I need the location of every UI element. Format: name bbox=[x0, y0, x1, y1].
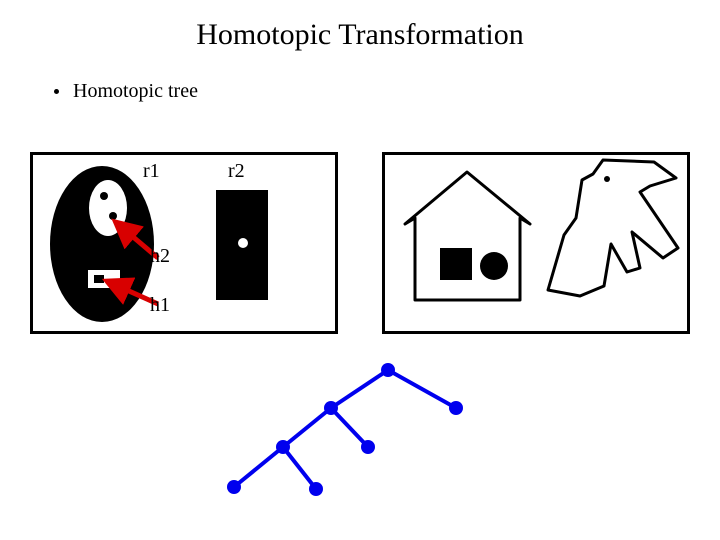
tree-edge-icon bbox=[331, 408, 368, 447]
tall-rect-dot-icon bbox=[238, 238, 248, 248]
tree-node-icon bbox=[324, 401, 338, 415]
tree-edge-icon bbox=[331, 370, 388, 408]
tree-edge-icon bbox=[234, 447, 283, 487]
house-outline-icon bbox=[405, 172, 530, 300]
label-r1: r1 bbox=[143, 160, 160, 183]
tree-edge-icon bbox=[283, 447, 316, 489]
inner-dot-1-icon bbox=[100, 192, 108, 200]
homotopic-tree bbox=[227, 363, 463, 496]
tree-node-icon bbox=[227, 480, 241, 494]
bird-eye-icon bbox=[604, 176, 610, 182]
label-r2: r2 bbox=[228, 160, 245, 183]
label-h2: h2 bbox=[150, 245, 170, 268]
tree-node-icon bbox=[276, 440, 290, 454]
label-h1: h1 bbox=[150, 294, 170, 317]
tree-edge-icon bbox=[283, 408, 331, 447]
inner-dot-2-icon bbox=[109, 212, 117, 220]
tree-edge-icon bbox=[388, 370, 456, 408]
tree-node-icon bbox=[361, 440, 375, 454]
bird-outline-icon bbox=[548, 160, 678, 296]
tree-node-icon bbox=[381, 363, 395, 377]
house-square-icon bbox=[440, 248, 472, 280]
house-circle-icon bbox=[480, 252, 508, 280]
diagram-svg bbox=[0, 0, 720, 540]
right-figure bbox=[405, 160, 678, 300]
tree-node-icon bbox=[449, 401, 463, 415]
bottom-rect-inner-icon bbox=[94, 275, 104, 283]
tree-node-icon bbox=[309, 482, 323, 496]
